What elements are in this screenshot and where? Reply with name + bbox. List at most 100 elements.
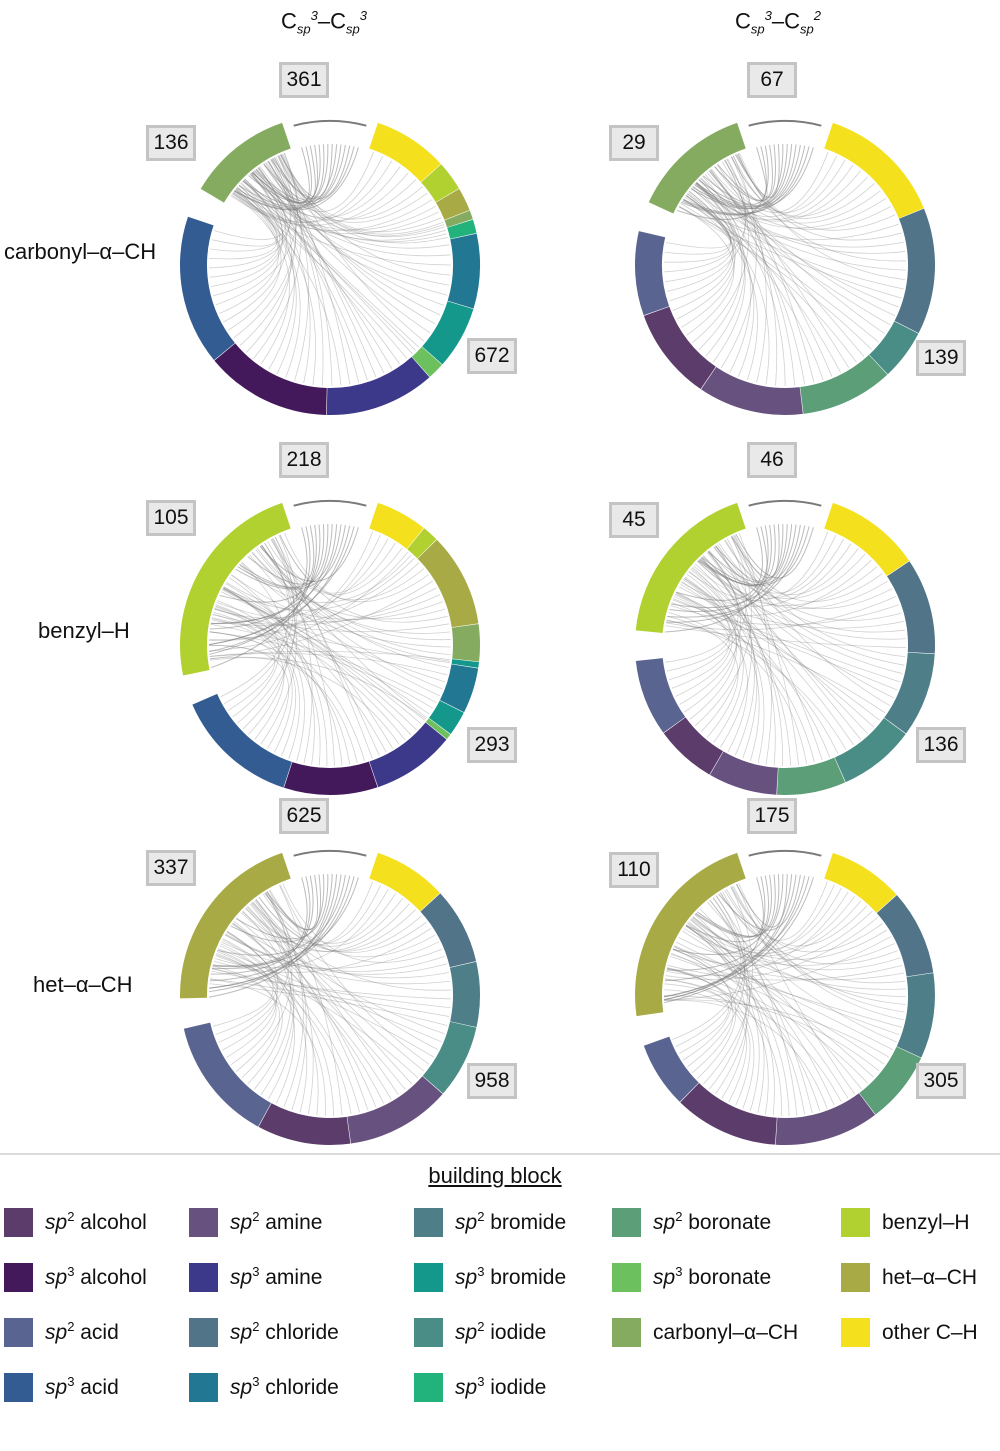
chord-diagram-grid bbox=[0, 0, 1000, 1150]
partner-segment bbox=[635, 231, 669, 315]
chord-link bbox=[675, 594, 900, 682]
legend-item: carbonyl–α–CH bbox=[612, 1317, 798, 1347]
count-partner: 672 bbox=[467, 338, 517, 374]
legend-swatch bbox=[189, 1263, 218, 1292]
legend-swatch bbox=[612, 1318, 641, 1347]
self-reaction-arc bbox=[294, 501, 367, 506]
partner-segment bbox=[284, 762, 377, 795]
chord-link bbox=[691, 888, 841, 950]
chord-link bbox=[731, 537, 890, 706]
legend-item: het–α–CH bbox=[841, 1262, 977, 1292]
count-source: 45 bbox=[609, 502, 659, 538]
count-source: 136 bbox=[146, 125, 196, 161]
legend-item: sp2 iodide bbox=[414, 1317, 546, 1347]
count-self: 218 bbox=[279, 442, 329, 478]
column-title-sp3-sp2: Csp3–Csp2 bbox=[735, 8, 821, 37]
legend-swatch bbox=[4, 1263, 33, 1292]
legend-item: sp3 iodide bbox=[414, 1372, 546, 1402]
legend-swatch bbox=[4, 1318, 33, 1347]
count-source: 29 bbox=[609, 125, 659, 161]
partner-segment bbox=[777, 758, 845, 795]
partner-segment bbox=[450, 962, 480, 1027]
count-self: 361 bbox=[279, 62, 329, 98]
legend-item: sp2 bromide bbox=[414, 1207, 566, 1237]
legend-item: sp2 chloride bbox=[189, 1317, 339, 1347]
legend-item: sp3 boronate bbox=[612, 1262, 771, 1292]
legend-item: sp3 acid bbox=[4, 1372, 119, 1402]
legend-swatch bbox=[189, 1373, 218, 1402]
partner-segment bbox=[887, 561, 935, 653]
partner-segment bbox=[824, 123, 924, 218]
legend-item: sp3 amine bbox=[189, 1262, 322, 1292]
legend-divider bbox=[0, 1153, 1000, 1155]
chord-link bbox=[692, 568, 854, 745]
partner-segment bbox=[895, 209, 935, 333]
partner-segment bbox=[877, 895, 934, 976]
partner-segment bbox=[884, 652, 934, 733]
legend-item: sp2 amine bbox=[189, 1207, 322, 1237]
legend-swatch bbox=[189, 1318, 218, 1347]
partner-segment bbox=[776, 1093, 875, 1145]
chord-panel bbox=[180, 501, 480, 795]
legend-swatch bbox=[841, 1318, 870, 1347]
legend-swatch bbox=[414, 1373, 443, 1402]
chord-link bbox=[215, 606, 405, 740]
chord-link bbox=[709, 900, 747, 1089]
partner-segment bbox=[180, 217, 235, 360]
partner-segment bbox=[835, 718, 906, 782]
legend-item: sp2 acid bbox=[4, 1317, 119, 1347]
count-partner: 293 bbox=[467, 727, 517, 763]
chord-panel bbox=[180, 851, 480, 1145]
legend-swatch bbox=[841, 1263, 870, 1292]
count-partner: 958 bbox=[467, 1063, 517, 1099]
chord-panel bbox=[180, 121, 480, 415]
self-reaction-arc bbox=[749, 121, 822, 126]
partner-segment bbox=[448, 234, 480, 309]
count-self: 175 bbox=[747, 798, 797, 834]
legend-swatch bbox=[612, 1208, 641, 1237]
count-source: 337 bbox=[146, 850, 196, 886]
row-label-benzyl: benzyl–H bbox=[38, 618, 130, 644]
count-self: 46 bbox=[747, 442, 797, 478]
count-self: 67 bbox=[747, 62, 797, 98]
partner-segment bbox=[680, 1083, 777, 1145]
self-reaction-arc bbox=[749, 501, 822, 506]
chord-panel bbox=[635, 121, 935, 415]
count-partner: 136 bbox=[916, 727, 966, 763]
partner-segment bbox=[644, 307, 716, 389]
chord-panel bbox=[636, 501, 935, 795]
chord-link bbox=[666, 626, 906, 648]
column-title-sp3-sp3: Csp3–Csp3 bbox=[281, 8, 367, 37]
chord-link bbox=[225, 935, 450, 984]
count-source: 105 bbox=[146, 500, 196, 536]
legend-item: sp3 alcohol bbox=[4, 1262, 147, 1292]
self-reaction-arc bbox=[749, 851, 822, 856]
partner-segment bbox=[859, 1047, 921, 1115]
partner-segment bbox=[192, 694, 291, 788]
legend-swatch bbox=[4, 1373, 33, 1402]
legend-item: sp3 bromide bbox=[414, 1262, 566, 1292]
partner-segment bbox=[259, 1103, 351, 1145]
partner-segment bbox=[897, 973, 935, 1058]
legend-swatch bbox=[612, 1263, 641, 1292]
partner-segment bbox=[800, 355, 887, 414]
legend-item: other C–H bbox=[841, 1317, 978, 1347]
legend-swatch bbox=[414, 1263, 443, 1292]
count-partner: 305 bbox=[916, 1063, 966, 1099]
row-label-carbonyl: carbonyl–α–CH bbox=[4, 239, 156, 265]
chord-link bbox=[679, 206, 734, 335]
partner-segment bbox=[369, 123, 440, 182]
partner-segment bbox=[710, 752, 778, 795]
legend-item: sp3 chloride bbox=[189, 1372, 339, 1402]
legend-item: sp2 alcohol bbox=[4, 1207, 147, 1237]
legend-swatch bbox=[4, 1208, 33, 1237]
legend-item: sp2 boronate bbox=[612, 1207, 771, 1237]
legend-item: benzyl–H bbox=[841, 1207, 970, 1237]
legend-swatch bbox=[189, 1208, 218, 1237]
partner-segment bbox=[214, 343, 326, 415]
legend-swatch bbox=[841, 1208, 870, 1237]
partner-segment bbox=[701, 367, 803, 415]
row-label-het: het–α–CH bbox=[33, 972, 133, 998]
legend-swatch bbox=[414, 1318, 443, 1347]
count-partner: 139 bbox=[916, 340, 966, 376]
